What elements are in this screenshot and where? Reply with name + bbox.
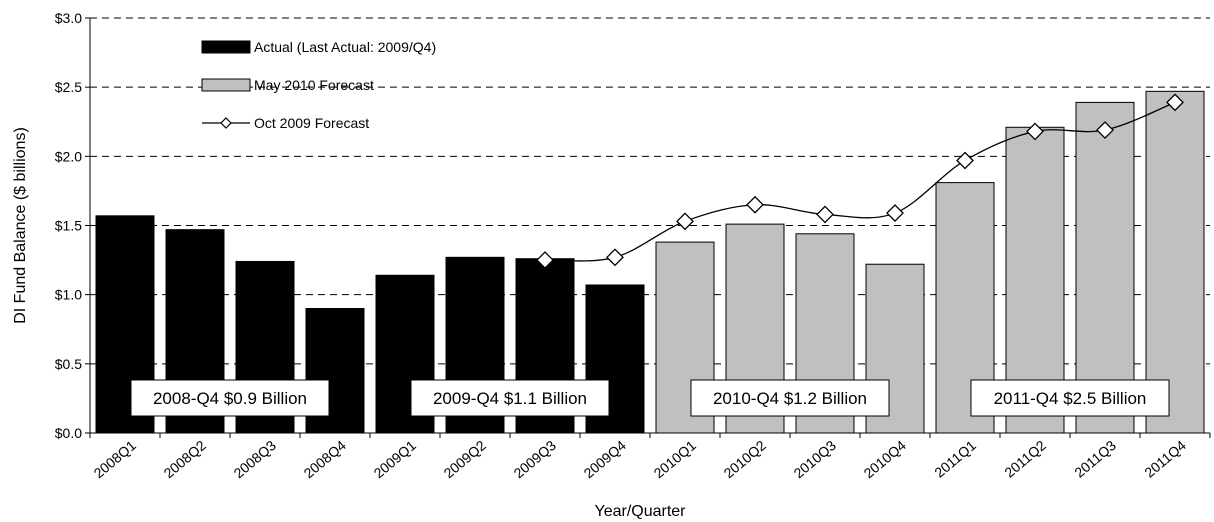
diamond-marker bbox=[1166, 93, 1184, 112]
x-tick-label: 2009Q2 bbox=[440, 437, 489, 481]
annotation-box bbox=[970, 379, 1170, 417]
x-tick-label: 2010Q1 bbox=[650, 437, 699, 481]
annotation-label: 2009-Q4 $1.1 Billion bbox=[433, 389, 587, 408]
legend: Actual (Last Actual: 2009/Q4) May 2010 Fo… bbox=[201, 39, 436, 131]
x-tick-label: 2010Q2 bbox=[720, 437, 769, 481]
x-tick-label: 2008Q2 bbox=[160, 437, 209, 481]
axes bbox=[85, 17, 1211, 438]
x-tick-label: 2011Q3 bbox=[1071, 437, 1119, 481]
y-axis-title: DI Fund Balance ($ billions) bbox=[12, 127, 29, 324]
diamond-marker bbox=[886, 204, 904, 222]
annotation-box bbox=[410, 379, 610, 417]
y-tick-label: $1.0 bbox=[55, 287, 82, 303]
diamond-marker bbox=[1096, 121, 1114, 139]
legend-label: Oct 2009 Forecast bbox=[254, 115, 369, 131]
x-tick-label: 2009Q3 bbox=[510, 437, 559, 481]
y-tick-label: $2.5 bbox=[55, 79, 82, 95]
legend-label: Actual (Last Actual: 2009/Q4) bbox=[254, 39, 436, 55]
legend-swatch bbox=[201, 78, 251, 92]
annotation-box bbox=[130, 379, 330, 417]
x-tick-label: 2011Q1 bbox=[931, 437, 979, 481]
x-tick-label: 2011Q4 bbox=[1141, 437, 1189, 481]
diamond-marker bbox=[816, 205, 834, 224]
annotation-label: 2008-Q4 $0.9 Billion bbox=[153, 389, 307, 408]
annotation-box bbox=[690, 379, 890, 417]
annotation-label: 2010-Q4 $1.2 Billion bbox=[713, 389, 867, 408]
bar bbox=[1145, 90, 1205, 434]
x-tick-label: 2010Q3 bbox=[790, 437, 839, 481]
x-tick-label: 2009Q4 bbox=[580, 437, 629, 481]
legend-swatch bbox=[201, 40, 251, 54]
x-tick-label: 2009Q1 bbox=[370, 437, 419, 481]
legend-label: May 2010 Forecast bbox=[254, 77, 374, 93]
diamond-marker bbox=[956, 151, 974, 170]
y-tick-label: $1.5 bbox=[55, 218, 82, 234]
y-tick-label: $2.0 bbox=[55, 148, 82, 164]
diamond-marker bbox=[1026, 122, 1044, 141]
oct-2009-forecast-line bbox=[544, 101, 1176, 262]
diamond-marker bbox=[746, 195, 764, 214]
x-axis-title: Year/Quarter bbox=[594, 503, 686, 520]
diamond-marker bbox=[606, 248, 624, 267]
legend-diamond-marker bbox=[220, 117, 232, 129]
y-tick-label: $3.0 bbox=[55, 10, 82, 26]
x-tick-label: 2008Q4 bbox=[300, 437, 349, 481]
diamond-marker bbox=[536, 251, 554, 270]
bar bbox=[375, 274, 435, 434]
x-tick-label: 2010Q4 bbox=[860, 437, 909, 481]
diamond-marker bbox=[676, 212, 694, 231]
annotations: 2008-Q4 $0.9 Billion 2009-Q4 $1.1 Billion… bbox=[130, 379, 1170, 417]
y-tick-label: $0.0 bbox=[55, 425, 82, 441]
x-tick-label: 2011Q2 bbox=[1001, 437, 1049, 481]
series-line bbox=[544, 101, 1176, 262]
x-tick-label: 2008Q3 bbox=[230, 437, 279, 481]
annotation-label: 2011-Q4 $2.5 Billion bbox=[994, 389, 1147, 408]
x-tick-label: 2008Q1 bbox=[90, 437, 139, 481]
y-tick-label: $0.5 bbox=[55, 356, 82, 372]
bar bbox=[1075, 101, 1135, 434]
oct-2009-forecast-markers bbox=[536, 93, 1184, 270]
